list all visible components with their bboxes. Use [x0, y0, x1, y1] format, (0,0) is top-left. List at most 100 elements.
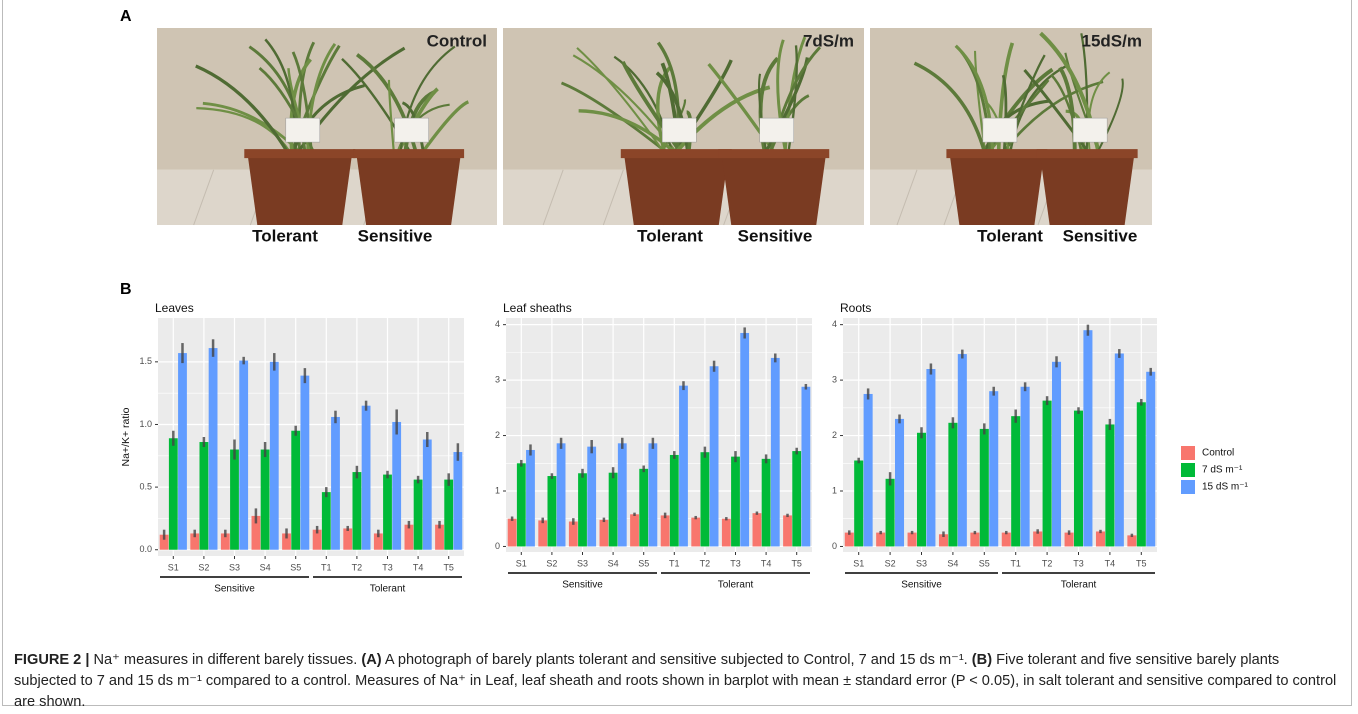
bar	[989, 391, 998, 546]
page: A B ControlTolerantSensitive7dS/mToleran…	[0, 0, 1358, 714]
group-label: Tolerant	[370, 584, 406, 595]
bar	[609, 473, 618, 547]
group-label: Sensitive	[562, 580, 603, 591]
bar	[639, 469, 648, 547]
photo-tag	[1073, 118, 1107, 142]
x-tick-label: T5	[791, 558, 802, 568]
bar	[547, 476, 556, 546]
bar	[526, 450, 535, 546]
bar	[261, 450, 270, 550]
bar	[1137, 402, 1146, 546]
bar	[517, 463, 526, 546]
bar	[199, 442, 208, 550]
y-tick-label: 0.5	[139, 481, 152, 491]
bar	[970, 533, 979, 547]
photo-tag	[760, 118, 794, 142]
x-tick-label: T4	[761, 558, 772, 568]
y-tick-label: 3	[495, 374, 500, 384]
bar	[648, 443, 657, 546]
x-tick-label: S3	[577, 558, 588, 568]
bar	[670, 455, 679, 546]
x-tick-label: T2	[352, 562, 363, 572]
bar	[1043, 401, 1052, 547]
bar	[740, 333, 749, 546]
bar	[731, 457, 740, 547]
photo-tag	[286, 118, 320, 142]
x-tick-label: S4	[608, 558, 619, 568]
group-label: Sensitive	[214, 584, 255, 595]
legend-swatch	[1181, 463, 1195, 477]
x-tick-label: S2	[198, 562, 209, 572]
bar	[1105, 424, 1114, 546]
y-tick-label: 3	[832, 374, 837, 384]
photo-pot	[949, 152, 1044, 225]
x-tick-label: T1	[669, 558, 680, 568]
bar	[578, 473, 587, 546]
bar	[230, 450, 239, 550]
x-tick-label: S3	[229, 562, 240, 572]
x-tick-label: S2	[885, 558, 896, 568]
bar	[1074, 411, 1083, 547]
x-tick-label: S5	[979, 558, 990, 568]
x-tick-label: S5	[290, 562, 301, 572]
bar	[710, 366, 719, 546]
bar	[700, 452, 709, 546]
bar	[762, 459, 771, 547]
x-tick-label: S5	[638, 558, 649, 568]
y-tick-label: 4	[495, 319, 500, 329]
photo-subject: Sensitive	[1063, 226, 1138, 245]
bar	[331, 417, 340, 550]
photo-pot-rim	[718, 149, 829, 158]
photo-subject: Tolerant	[252, 226, 318, 245]
y-tick-label: 2	[495, 430, 500, 440]
photo-subject: Sensitive	[358, 226, 433, 245]
bar	[958, 354, 967, 546]
figure: A B ControlTolerantSensitive7dS/mToleran…	[0, 0, 1358, 645]
y-tick-label: 1	[495, 485, 500, 495]
bar	[917, 433, 926, 547]
y-tick-label: 2	[832, 430, 837, 440]
x-tick-label: S1	[516, 558, 527, 568]
legend-swatch	[1181, 446, 1195, 460]
x-tick-label: T1	[321, 562, 332, 572]
legend-label: Control	[1202, 448, 1234, 459]
bar	[771, 358, 780, 547]
y-tick-label: 1.0	[139, 419, 152, 429]
bar	[661, 515, 670, 546]
bar	[722, 519, 731, 547]
y-axis-label: Na+/K+ ratio	[120, 407, 132, 466]
caption-label: FIGURE 2 |	[14, 652, 89, 668]
photo-pot	[624, 152, 729, 225]
bar	[679, 386, 688, 547]
bar	[1033, 531, 1042, 546]
x-tick-label: S3	[916, 558, 927, 568]
x-tick-label: S2	[546, 558, 557, 568]
bar	[322, 492, 331, 550]
caption-label: (A)	[361, 652, 381, 668]
group-label: Tolerant	[1061, 580, 1097, 591]
photo-tag	[662, 118, 696, 142]
chart-title: Leaf sheaths	[503, 301, 572, 315]
y-tick-label: 4	[832, 319, 837, 329]
x-tick-label: T4	[413, 562, 424, 572]
photo-pot-rim	[1037, 149, 1138, 158]
group-label: Tolerant	[718, 580, 754, 591]
caption: FIGURE 2 | Na⁺ measures in different bar…	[14, 650, 1344, 713]
bar	[801, 387, 810, 547]
photo-pot-rim	[621, 149, 732, 158]
bar	[270, 362, 279, 550]
bar	[178, 353, 187, 550]
caption-label: (B)	[972, 652, 992, 668]
bar	[630, 514, 639, 546]
x-tick-label: T4	[1105, 558, 1116, 568]
photo-condition: Control	[427, 31, 487, 50]
bar	[1052, 362, 1061, 547]
x-tick-label: S4	[947, 558, 958, 568]
y-tick-label: 0	[832, 541, 837, 551]
bar	[600, 520, 609, 547]
x-tick-label: T3	[1073, 558, 1084, 568]
bar	[508, 519, 517, 547]
photo-pot	[1040, 152, 1135, 225]
x-tick-label: T5	[443, 562, 454, 572]
bar	[926, 369, 935, 546]
